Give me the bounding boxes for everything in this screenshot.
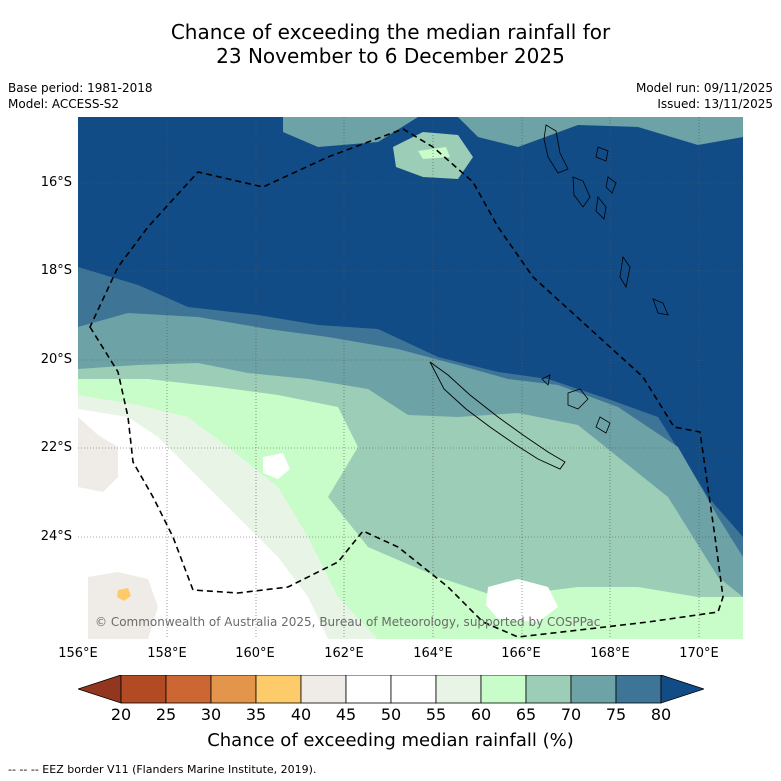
colorbar-tick-40: 40 <box>290 705 312 724</box>
eez-legend: -- -- -- EEZ border V11 (Flanders Marine… <box>8 763 317 776</box>
colorbar-bin-30-35 <box>210 675 257 704</box>
colorbar-tick-70: 70 <box>560 705 582 724</box>
lon-label-170e: 170°E <box>679 646 719 661</box>
colorbar-tick-75: 75 <box>605 705 627 724</box>
region-northeast-teal-2 <box>458 117 743 147</box>
region-35-40 <box>117 588 131 601</box>
lat-label-24s: 24°S <box>40 529 72 544</box>
colorbar-bin-65-70 <box>525 675 572 704</box>
colorbar-bin-55-60 <box>435 675 482 704</box>
colorbar-bin-20-25 <box>120 675 167 704</box>
colorbar-bin-25-30 <box>165 675 212 704</box>
colorbar-bin-70-75 <box>570 675 617 704</box>
colorbar-bin-45-50 <box>345 675 392 704</box>
loyalty-islands <box>541 374 611 434</box>
title-line-1: Chance of exceeding the median rainfall … <box>170 20 611 44</box>
lon-label-160e: 160°E <box>235 646 275 661</box>
colorbar-tick-55: 55 <box>425 705 447 724</box>
model-run: Model run: 09/11/2025 <box>635 81 773 95</box>
vanuatu-islands <box>543 124 669 316</box>
base-period: Base period: 1981-2018 <box>8 81 153 95</box>
graticule <box>78 117 743 639</box>
colorbar-tick-60: 60 <box>470 705 492 724</box>
colorbar-bin-75-80 <box>615 675 662 704</box>
lon-label-156e: 156°E <box>58 646 98 661</box>
colorbar-tick-35: 35 <box>245 705 267 724</box>
copyright-text: © Commonwealth of Australia 2025, Bureau… <box>95 615 601 629</box>
lat-label-22s: 22°S <box>40 440 72 455</box>
colorbar-bin-35-40 <box>255 675 302 704</box>
colorbar-tick-30: 30 <box>200 705 222 724</box>
lat-label-18s: 18°S <box>40 263 72 278</box>
colorbar-under-arrow <box>78 675 122 704</box>
colorbar-tick-65: 65 <box>515 705 537 724</box>
colorbar-bin-50-55 <box>390 675 437 704</box>
lat-label-20s: 20°S <box>40 352 72 367</box>
lon-label-158e: 158°E <box>147 646 187 661</box>
issued-date: Issued: 13/11/2025 <box>657 97 773 111</box>
colorbar-tick-80: 80 <box>650 705 672 724</box>
region-northeast-teal <box>283 117 418 147</box>
rainfall-map[interactable] <box>78 117 743 639</box>
lon-label-162e: 162°E <box>324 646 364 661</box>
colorbar-tick-20: 20 <box>110 705 132 724</box>
colorbar-label: Chance of exceeding median rainfall (%) <box>207 730 574 751</box>
colorbar-tick-50: 50 <box>380 705 402 724</box>
lon-label-164e: 164°E <box>413 646 453 661</box>
region-40-45-a <box>78 417 118 492</box>
lon-label-168e: 168°E <box>590 646 630 661</box>
colorbar-over-arrow <box>660 675 704 704</box>
colorbar-bin-60-65 <box>480 675 527 704</box>
colorbar-tick-25: 25 <box>155 705 177 724</box>
colorbar <box>78 675 704 704</box>
lon-label-166e: 166°E <box>501 646 541 661</box>
lat-label-16s: 16°S <box>40 175 72 190</box>
colorbar-bin-40-45 <box>300 675 347 704</box>
region-north-lightgreen <box>418 147 450 159</box>
title-line-2: 23 November to 6 December 2025 <box>216 44 565 68</box>
new-caledonia-island <box>429 361 566 470</box>
colorbar-tick-45: 45 <box>335 705 357 724</box>
region-40-45-b <box>88 572 158 639</box>
model-name: Model: ACCESS-S2 <box>8 97 120 111</box>
eez-border <box>89 128 724 638</box>
region-white-patch <box>263 453 290 479</box>
map-svg <box>78 117 743 639</box>
